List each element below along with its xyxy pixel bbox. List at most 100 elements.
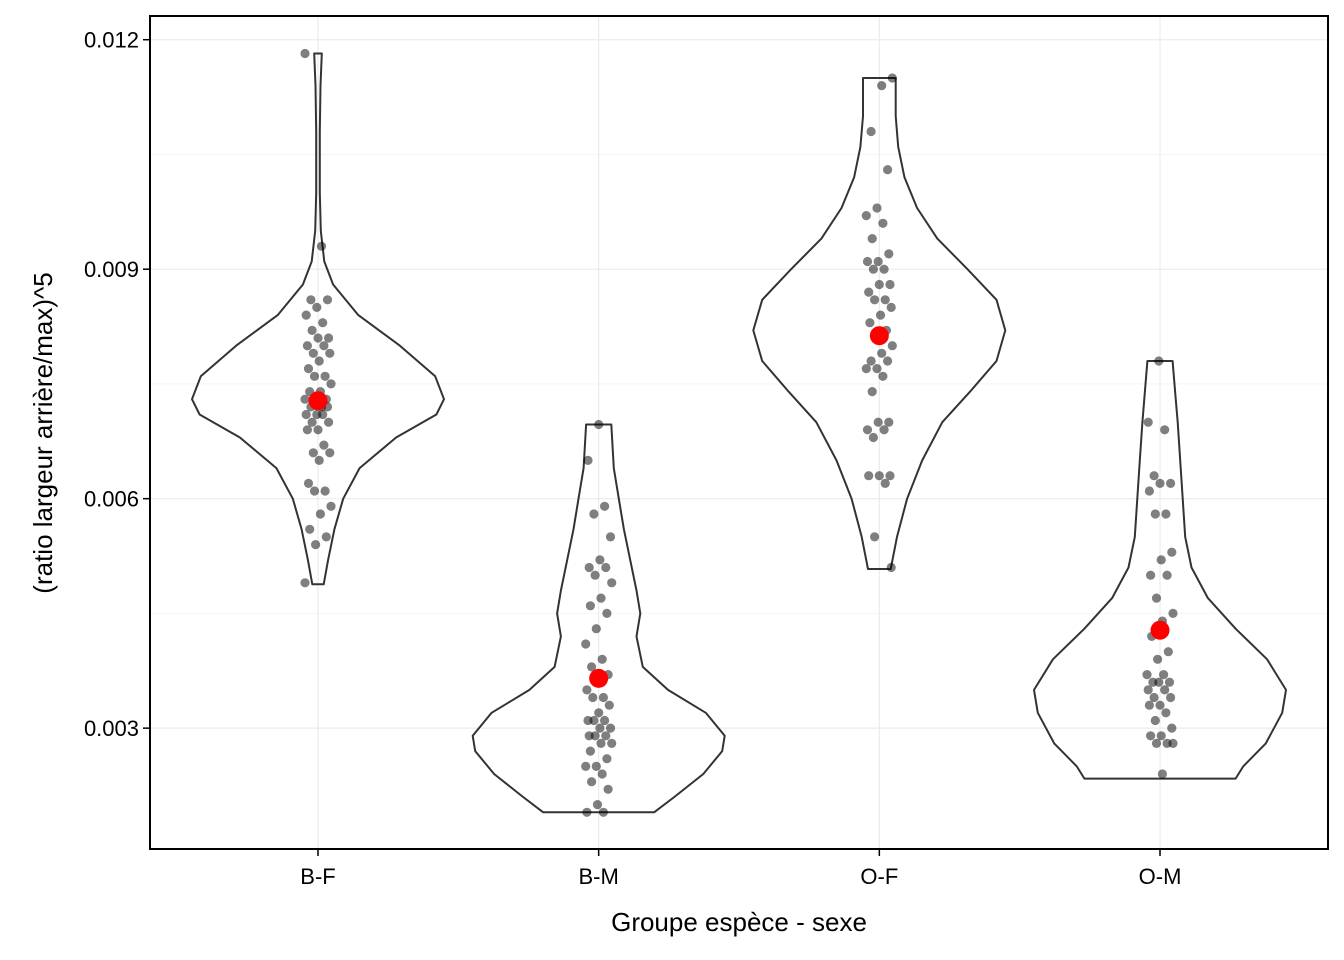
data-point — [318, 318, 328, 328]
data-point — [1160, 425, 1170, 435]
data-point — [595, 723, 605, 733]
data-point — [886, 562, 896, 573]
data-point — [1154, 356, 1164, 366]
data-point — [1156, 555, 1166, 565]
data-point — [884, 417, 894, 427]
data-point — [872, 203, 882, 213]
x-tick-label: B-F — [300, 864, 335, 889]
mean-point-B-M — [589, 668, 609, 688]
data-point — [591, 761, 601, 772]
data-point — [1144, 700, 1154, 710]
data-point — [303, 364, 314, 374]
data-point — [318, 409, 328, 420]
data-point — [309, 371, 320, 381]
data-point — [864, 471, 874, 481]
data-point — [585, 746, 596, 756]
data-point — [594, 708, 604, 718]
mean-markers — [308, 326, 1170, 688]
data-point — [1164, 677, 1175, 687]
data-point — [581, 761, 591, 772]
data-point — [1167, 547, 1177, 557]
data-point — [587, 662, 597, 672]
data-point — [607, 738, 617, 749]
data-point — [1146, 570, 1156, 580]
data-point — [1149, 692, 1159, 703]
data-point — [1143, 685, 1153, 695]
violin-O-F — [752, 77, 1007, 570]
data-point — [866, 356, 876, 366]
data-point — [594, 419, 604, 430]
data-point — [1161, 708, 1171, 718]
data-point — [1155, 700, 1165, 710]
data-point — [321, 532, 331, 542]
data-point — [1168, 608, 1178, 619]
y-axis-title: (ratio largeur arrière/max)^5 — [28, 272, 58, 593]
x-tick-label: B-M — [579, 864, 619, 889]
data-point — [603, 784, 613, 794]
data-point — [325, 448, 335, 458]
data-point — [868, 264, 879, 274]
data-point — [874, 471, 884, 481]
y-tick-label: 0.006 — [84, 487, 139, 512]
data-point — [884, 249, 894, 259]
data-point — [598, 807, 609, 817]
data-point — [1142, 670, 1152, 680]
data-point — [300, 578, 310, 588]
data-point — [316, 241, 327, 251]
data-point — [300, 394, 310, 404]
data-point — [880, 295, 890, 305]
data-point — [885, 279, 895, 290]
data-point — [601, 731, 611, 741]
data-point — [879, 264, 889, 274]
data-point — [604, 700, 614, 710]
data-point — [1149, 471, 1159, 481]
data-point — [589, 509, 599, 519]
data-point — [308, 448, 318, 458]
data-point — [598, 692, 609, 703]
data-point — [319, 341, 329, 351]
data-point — [1146, 731, 1156, 741]
x-tick-label: O-M — [1139, 864, 1182, 889]
x-tick-label: O-F — [860, 864, 898, 889]
data-point — [1159, 670, 1169, 680]
violin-B-F — [191, 52, 445, 586]
data-point — [870, 295, 880, 305]
data-point — [592, 800, 603, 810]
data-point — [302, 425, 312, 435]
data-point — [887, 73, 897, 83]
data-point — [883, 165, 893, 175]
data-point — [319, 440, 329, 450]
data-point — [311, 540, 321, 550]
data-point — [307, 325, 317, 335]
data-point — [886, 302, 896, 312]
data-point — [312, 302, 322, 312]
data-point — [873, 256, 883, 267]
panel-border — [149, 15, 1329, 850]
data-point — [584, 562, 594, 573]
data-point — [320, 486, 330, 496]
data-point — [867, 234, 877, 244]
data-point — [601, 562, 611, 573]
y-tick-label: 0.009 — [84, 257, 139, 282]
data-point — [597, 654, 607, 664]
data-point — [309, 486, 320, 496]
y-tick-label: 0.012 — [84, 28, 139, 53]
violins — [191, 52, 1287, 814]
data-point — [301, 310, 311, 320]
data-point — [324, 333, 334, 343]
data-point — [602, 608, 612, 619]
data-point — [870, 532, 880, 542]
data-point — [1157, 769, 1167, 779]
data-point — [887, 341, 897, 351]
data-point — [305, 524, 315, 534]
data-point — [868, 432, 879, 443]
data-point — [590, 570, 600, 580]
data-point — [320, 371, 330, 381]
data-point — [600, 501, 610, 511]
data-point — [1154, 677, 1164, 687]
data-point — [867, 387, 877, 397]
data-point — [1163, 647, 1173, 657]
data-point — [595, 555, 605, 565]
